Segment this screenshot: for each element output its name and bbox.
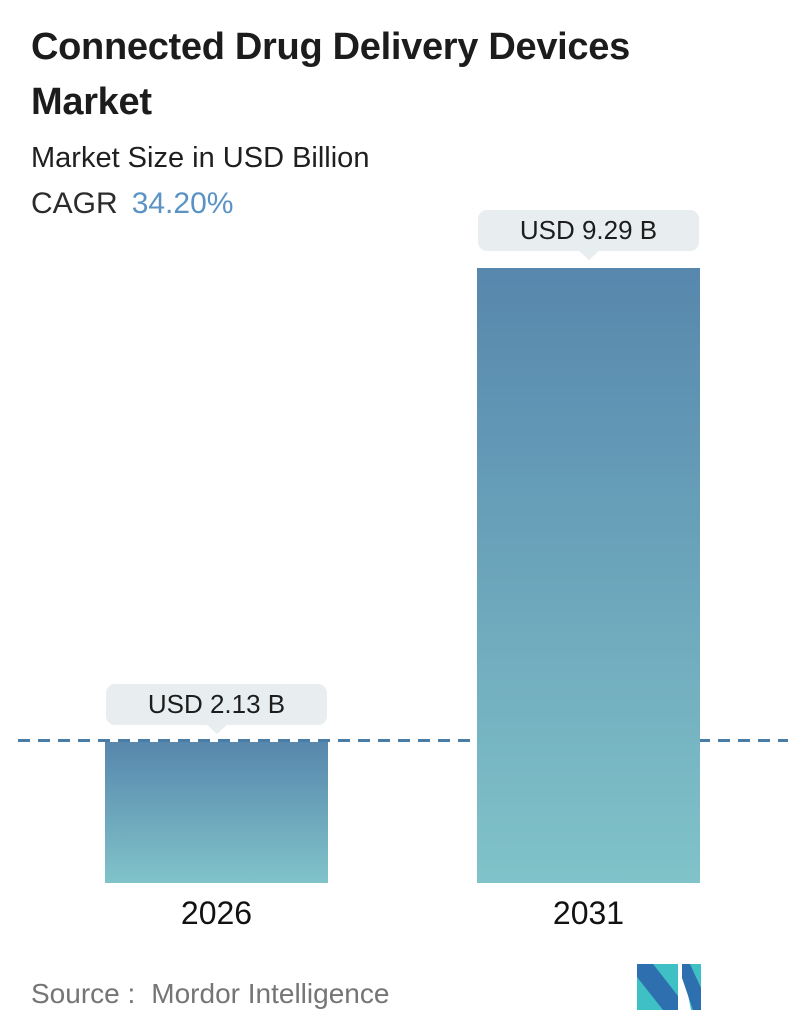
chart-header: Connected Drug Delivery Devices Market M… (31, 20, 761, 221)
source-value: Mordor Intelligence (151, 978, 390, 1009)
bar-2031 (477, 268, 700, 883)
cagr-label: CAGR (31, 187, 118, 220)
chart-subtitle: Market Size in USD Billion (31, 142, 370, 174)
axis-label-2026: 2026 (180, 895, 253, 931)
mordor-intelligence-logo (637, 964, 701, 1010)
reference-dashed-line (18, 738, 788, 742)
value-callout-2031-label: USD 9.29 B (519, 215, 658, 245)
page-title: Connected Drug Delivery Devices Market (31, 26, 630, 123)
source-attribution: Source : Mordor Intelligence (31, 978, 389, 1010)
cagr-value: 34.20% (131, 187, 234, 220)
bar-group-2026: USD 2.13 B 2026 (105, 0, 328, 1034)
axis-label-2031: 2031 (552, 895, 625, 931)
cagr-row: CAGR 34.20% (31, 187, 761, 221)
callout-pointer-2031 (577, 250, 600, 260)
bar-2026 (105, 742, 328, 883)
callout-pointer-2026 (205, 724, 228, 734)
value-callout-2031: USD 9.29 B (478, 210, 699, 260)
source-label: Source : (31, 978, 136, 1009)
value-callout-2026-label: USD 2.13 B (147, 689, 286, 719)
value-callout-2026: USD 2.13 B (106, 684, 327, 734)
bar-group-2031: USD 9.29 B 2031 (477, 0, 700, 1034)
